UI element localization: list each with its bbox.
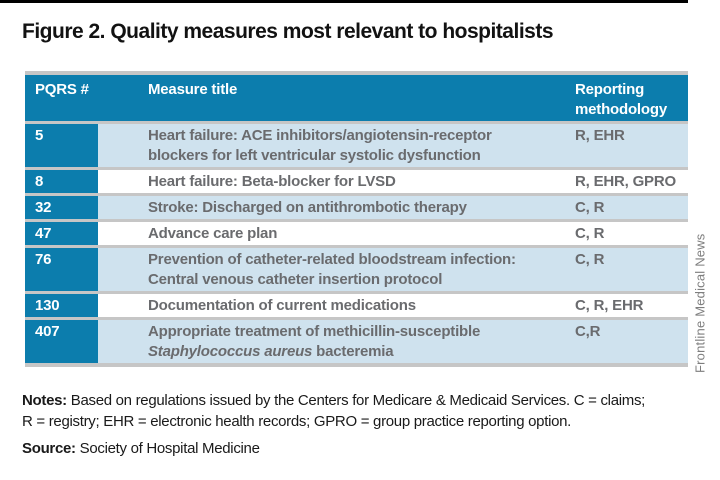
figure-title: Figure 2. Quality measures most relevant…	[22, 20, 554, 43]
source-label: Source:	[22, 440, 76, 457]
column-header-reporting-methodology: Reporting methodology	[575, 81, 667, 118]
source-text: Society of Hospital Medicine	[75, 440, 260, 457]
reporting-methodology-cell: C, R	[575, 248, 688, 291]
reporting-methodology-cell: C, R	[575, 196, 688, 219]
measure-text-fragment: Appropriate treatment of methicillin-sus…	[148, 323, 481, 340]
pqrs-number-cell: 8	[25, 170, 98, 193]
measure-title-cell: Heart failure: ACE inhibitors/angiotensi…	[98, 124, 575, 167]
notes-paragraph: Notes: Based on regulations issued by th…	[22, 390, 712, 432]
pqrs-number-cell: 407	[25, 320, 98, 363]
pqrs-number-cell: 76	[25, 248, 98, 291]
table-row: 8 Heart failure: Beta-blocker for LVSD R…	[25, 167, 688, 193]
measure-title-cell: Prevention of catheter-related bloodstre…	[98, 248, 575, 291]
table-row: 32 Stroke: Discharged on antithrombotic …	[25, 193, 688, 219]
table-row: 76 Prevention of catheter-related bloods…	[25, 245, 688, 291]
reporting-methodology-cell: R, EHR	[575, 124, 688, 167]
column-header-measure-title: Measure title	[148, 81, 238, 98]
reporting-methodology-cell: R, EHR, GPRO	[575, 170, 688, 193]
notes-label: Notes:	[22, 392, 67, 409]
measure-title-cell: Appropriate treatment of methicillin-sus…	[98, 320, 575, 363]
table-row: 130 Documentation of current medications…	[25, 291, 688, 317]
measure-text-fragment: bacteremia	[312, 343, 394, 360]
pqrs-number-cell: 130	[25, 294, 98, 317]
pqrs-number-cell: 32	[25, 196, 98, 219]
column-header-pqrs: PQRS #	[35, 81, 89, 98]
quality-measures-table: PQRS # Measure title Reporting methodolo…	[25, 71, 688, 367]
measure-title-cell: Stroke: Discharged on antithrombotic the…	[98, 196, 575, 219]
measure-title-cell: Advance care plan	[98, 222, 575, 245]
pqrs-number-cell: 47	[25, 222, 98, 245]
notes-text: Based on regulations issued by the Cente…	[22, 392, 646, 430]
table-header-row: PQRS # Measure title Reporting methodolo…	[25, 75, 688, 121]
publisher-credit-vertical: Frontline Medical News	[692, 233, 708, 373]
measure-title-cell: Heart failure: Beta-blocker for LVSD	[98, 170, 575, 193]
reporting-methodology-cell: C,R	[575, 320, 688, 363]
table-row: 47 Advance care plan C, R	[25, 219, 688, 245]
source-line: Source: Society of Hospital Medicine	[22, 438, 622, 459]
table-row: 5 Heart failure: ACE inhibitors/angioten…	[25, 121, 688, 167]
pqrs-number-cell: 5	[25, 124, 98, 167]
measure-title-cell: Documentation of current medications	[98, 294, 575, 317]
reporting-methodology-cell: C, R, EHR	[575, 294, 688, 317]
reporting-methodology-cell: C, R	[575, 222, 688, 245]
measure-italic-species: Staphylococcus aureus	[148, 343, 313, 360]
table-row: 407 Appropriate treatment of methicillin…	[25, 317, 688, 363]
top-rule	[0, 0, 688, 3]
